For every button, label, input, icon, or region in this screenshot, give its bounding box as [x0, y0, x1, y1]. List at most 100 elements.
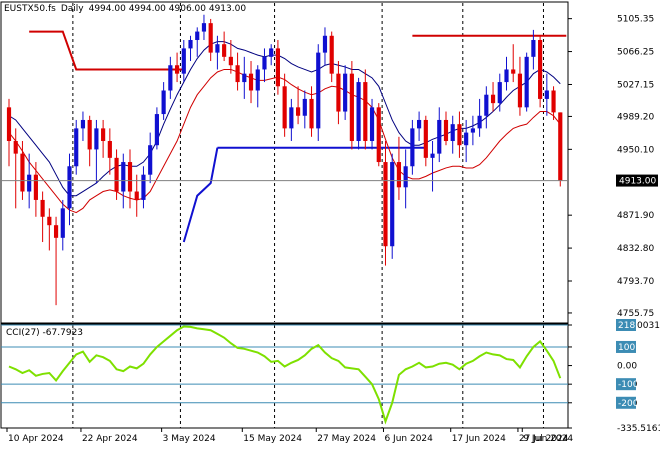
candle-body [316, 52, 321, 129]
candle [33, 162, 38, 217]
date-axis-label: 6 Jun 2024 [384, 434, 433, 444]
candle [363, 69, 368, 150]
candle [20, 141, 25, 200]
candle [242, 56, 247, 99]
candle [423, 115, 428, 167]
candle [228, 39, 233, 74]
candle [450, 115, 455, 154]
candle-body [208, 23, 213, 53]
candle [289, 98, 294, 142]
candle-body [33, 174, 38, 200]
candle-body [222, 44, 227, 57]
candle [457, 111, 462, 158]
candle [443, 111, 449, 146]
price-axis-label: 4950.10 [617, 145, 654, 155]
candle-body [390, 162, 395, 247]
candle [531, 29, 536, 70]
cci-level-tag-label: 218 [618, 321, 635, 331]
candle [551, 86, 556, 120]
price-axis-label: 4989.20 [617, 112, 654, 122]
candle-body [457, 124, 462, 146]
candle [141, 166, 146, 209]
candle [544, 73, 549, 116]
candle [417, 111, 422, 142]
candle-body [94, 128, 99, 150]
candle [316, 44, 321, 142]
cci-level-tag: -200 [616, 396, 639, 409]
candle [343, 65, 348, 120]
candle-body [134, 191, 139, 200]
candle-body [417, 119, 422, 129]
candle-body [464, 132, 469, 146]
candle-body [356, 82, 361, 142]
candle [504, 56, 509, 91]
chart-header: EUSTX50.fs Daily 4994.00 4994.00 4906.00 4… [4, 4, 251, 14]
candle [40, 191, 45, 243]
candle [107, 128, 112, 175]
candle-body [121, 162, 126, 192]
candle-body [517, 73, 523, 108]
candle [437, 107, 442, 163]
candle-body [101, 128, 106, 142]
price-axis-label: 4793.70 [617, 277, 654, 287]
candle [376, 103, 381, 167]
candle-body [235, 65, 240, 83]
candle [282, 73, 287, 137]
cci-level-tag-bg [616, 319, 636, 331]
candle [208, 18, 213, 62]
candle [161, 82, 166, 120]
candle-body [195, 31, 200, 40]
candle-body [450, 124, 455, 142]
candle [262, 48, 267, 83]
candle-body [248, 73, 254, 91]
candle [490, 82, 496, 112]
date-axis-label: 9 Jul 2024 [523, 434, 568, 444]
candle-body [396, 162, 402, 188]
candle [296, 86, 301, 125]
candle-body [490, 94, 496, 104]
candle-body [282, 86, 287, 129]
candle-body [524, 56, 529, 108]
candle-body [27, 174, 32, 192]
cci-level-tag: -100 [616, 378, 639, 391]
candle [255, 65, 260, 108]
candle-body [544, 90, 549, 99]
price-panel-frame [0, 1, 569, 324]
candle-body [228, 56, 233, 66]
candle [67, 153, 72, 226]
candle [302, 90, 307, 129]
candle [215, 35, 220, 70]
resistance-line-left [29, 30, 184, 71]
candle-body [343, 73, 348, 112]
cci-axis-label: 0.00 [617, 362, 637, 372]
candle [13, 128, 18, 209]
candle-body [336, 73, 341, 112]
cci-line [8, 325, 562, 425]
candle-body [302, 98, 307, 116]
price-axis-label: 4755.75 [617, 309, 654, 319]
candle-body [60, 208, 65, 238]
candle-body [296, 107, 301, 116]
candle [195, 27, 200, 57]
candle-body [430, 153, 435, 158]
candle-body [181, 48, 186, 74]
candle [497, 73, 502, 112]
candle-body [410, 128, 415, 167]
price-axis-label: 5105.35 [617, 15, 654, 25]
candle [390, 153, 395, 259]
candle-body [154, 114, 159, 146]
cci-level-tag-bg [616, 340, 636, 353]
timeframe-label: Daily [60, 4, 84, 14]
candle-body [363, 82, 368, 142]
candle-body [201, 23, 207, 32]
candle-body [443, 119, 449, 142]
candle-body [504, 69, 509, 83]
cci-level-tag: 100 [616, 340, 636, 353]
candle-body [309, 98, 314, 129]
candle [94, 119, 99, 184]
candle [558, 112, 563, 187]
candle-body [322, 35, 328, 53]
candle-body [161, 90, 166, 115]
candle-body [80, 119, 86, 129]
